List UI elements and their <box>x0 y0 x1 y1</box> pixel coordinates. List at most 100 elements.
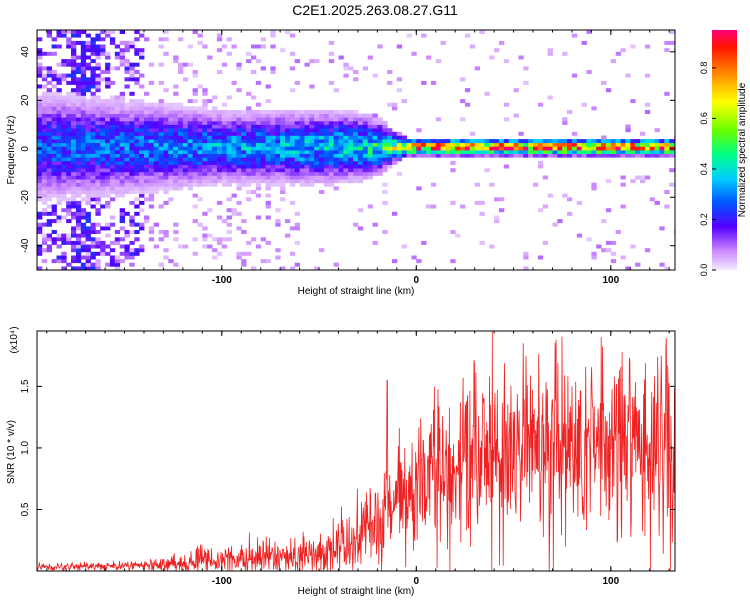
spectrogram-cell <box>304 160 310 165</box>
spectrogram-cell <box>362 124 369 129</box>
spectrogram-cell <box>251 55 257 60</box>
spectrogram-cell <box>567 146 573 151</box>
spectrogram-cell <box>353 77 359 82</box>
spectrogram-cell <box>246 117 252 122</box>
spectrogram-cell <box>158 230 164 234</box>
spectrogram-cell <box>187 99 193 104</box>
spectrogram-cell <box>285 179 291 184</box>
spectrogram-cell <box>75 113 82 118</box>
spectrogram-cell <box>114 259 121 264</box>
spectrogram-cell <box>90 113 96 118</box>
spectrogram-cell <box>114 131 121 136</box>
spectrogram-cell <box>56 171 62 176</box>
spectrogram-cell <box>367 157 373 162</box>
spectrogram-cell <box>392 131 398 136</box>
spectrogram-cell <box>134 142 140 147</box>
spectrogram-cell <box>71 91 77 96</box>
spectrogram-cell <box>95 240 101 245</box>
spectrogram-cell <box>353 120 359 125</box>
spectrogram-cell <box>85 237 91 242</box>
spectrogram-cell <box>71 124 77 129</box>
spectrogram-cell <box>275 113 281 118</box>
spectrogram-cell <box>80 175 87 180</box>
spectrogram-cell <box>37 244 43 249</box>
spectrogram-cell <box>178 113 184 118</box>
spectrogram-cell <box>523 66 529 71</box>
spectrogram-cell <box>124 113 130 118</box>
spectrogram-cell <box>289 160 296 165</box>
spectrogram-cell <box>421 150 427 154</box>
spectrogram-cell <box>109 175 116 180</box>
spectrogram-cell <box>61 193 67 198</box>
spectrogram-cell <box>357 153 364 158</box>
spectrogram-cell <box>571 142 578 147</box>
spectrogram-cell <box>309 146 315 151</box>
spectrogram-cell <box>241 150 247 154</box>
spectrogram-cell <box>46 128 52 133</box>
spectrogram-cell <box>139 48 145 53</box>
spectrogram-cell <box>265 179 271 184</box>
spectrogram-cell <box>280 157 286 162</box>
spectrogram-cell <box>37 110 43 114</box>
spectrogram-cell <box>207 182 213 187</box>
spectrogram-cell <box>382 128 388 133</box>
spectrogram-cell <box>66 204 72 209</box>
spectrogram-cell <box>37 179 43 184</box>
spectrogram-cell <box>66 113 72 118</box>
spectrogram-cell <box>51 73 57 78</box>
spectrogram-cell <box>309 142 315 147</box>
spectrogram-cell <box>294 135 300 140</box>
spectrogram-cell <box>153 110 159 114</box>
spectrogram-cell <box>669 182 675 187</box>
spectrogram-cell <box>95 164 101 169</box>
spectrogram-cell <box>75 208 82 213</box>
spectrogram-cell <box>236 66 242 71</box>
spectrogram-cell <box>299 124 305 129</box>
spectrogram-cell <box>533 153 539 158</box>
spectrogram-cell <box>221 124 228 129</box>
spectrogram-cell <box>479 240 485 245</box>
spectrogram-cell <box>372 146 378 151</box>
spectrogram-cell <box>187 186 193 191</box>
spectrogram-cell <box>163 179 169 184</box>
spectrogram-cell <box>178 244 184 249</box>
spectrogram-cell <box>90 84 96 89</box>
spectrogram-cell <box>469 44 476 49</box>
spectrogram-cell <box>129 200 135 205</box>
spectrogram-cell <box>134 62 140 67</box>
spectrogram-cell <box>41 179 48 184</box>
spectrogram-cell <box>105 190 111 194</box>
spectrogram-cell <box>80 102 87 107</box>
spectrogram-cell <box>328 113 335 118</box>
spectrogram-cell <box>144 215 150 220</box>
spectrogram-cell <box>216 179 223 184</box>
spectrogram-cell <box>241 124 247 129</box>
spectrogram-cell <box>601 153 607 158</box>
spectrogram-cell <box>197 84 203 89</box>
spectrogram-cell <box>139 186 145 191</box>
spectrogram-cell <box>343 168 349 173</box>
spectrogram-cell <box>372 135 378 140</box>
spectrogram-cell <box>630 142 636 147</box>
spectrogram-cell <box>328 157 335 162</box>
spectrogram-cell <box>216 113 223 118</box>
spectrogram-cell <box>124 168 130 173</box>
spectrogram-cell <box>377 142 383 147</box>
spectrogram-cell <box>659 139 665 144</box>
spectrogram-cell <box>586 150 592 154</box>
spectrogram-cell <box>75 128 82 133</box>
spectrogram-cell <box>226 179 232 184</box>
spectrogram-cell <box>221 120 228 125</box>
spectrogram-cell <box>212 153 218 158</box>
spectrogram-cell <box>202 233 208 238</box>
spectrogram-cell <box>134 168 140 173</box>
spectrogram-cell <box>95 237 101 242</box>
spectrogram-cell <box>51 110 57 114</box>
spectrogram-cell <box>109 110 116 114</box>
spectrogram-cell <box>221 117 228 122</box>
spectrogram-cell <box>396 146 403 151</box>
spectrogram-cell <box>659 142 665 147</box>
spectrogram-cell <box>644 102 651 107</box>
spectrogram-cell <box>192 120 198 125</box>
spectrogram-cell <box>537 160 544 165</box>
